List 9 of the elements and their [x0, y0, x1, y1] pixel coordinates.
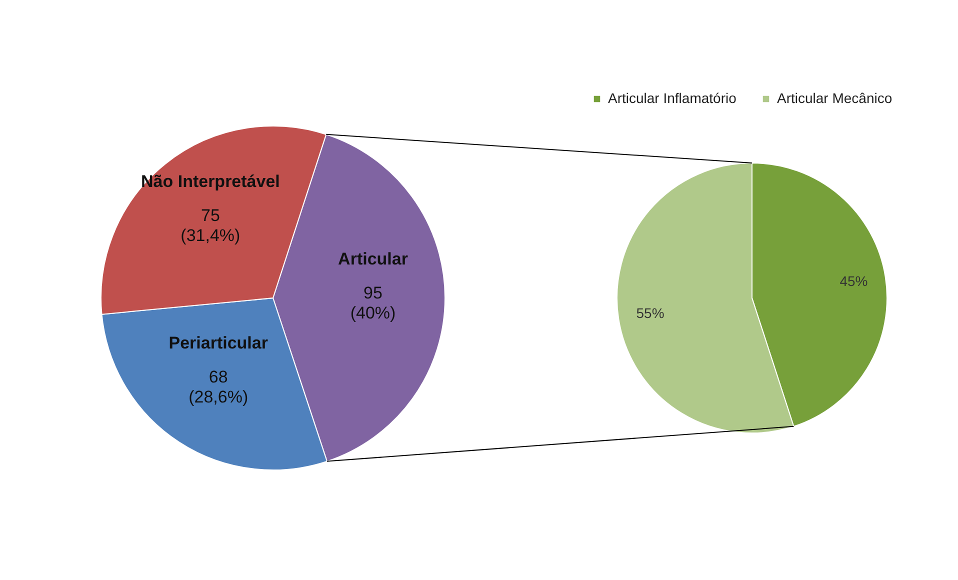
data-label: 68 (28,6%): [188, 368, 248, 407]
data-label: 45%: [840, 272, 868, 289]
data-label: 75 (31,4%): [180, 206, 240, 245]
data-label: 55%: [636, 305, 664, 322]
slice-label: Articular: [338, 250, 408, 269]
legend-label: Articular Inflamatório: [608, 90, 737, 106]
data-label: 95 (40%): [350, 284, 396, 323]
slice-label: Periarticular: [168, 334, 268, 353]
legend-label: Articular Mecânico: [777, 90, 892, 106]
